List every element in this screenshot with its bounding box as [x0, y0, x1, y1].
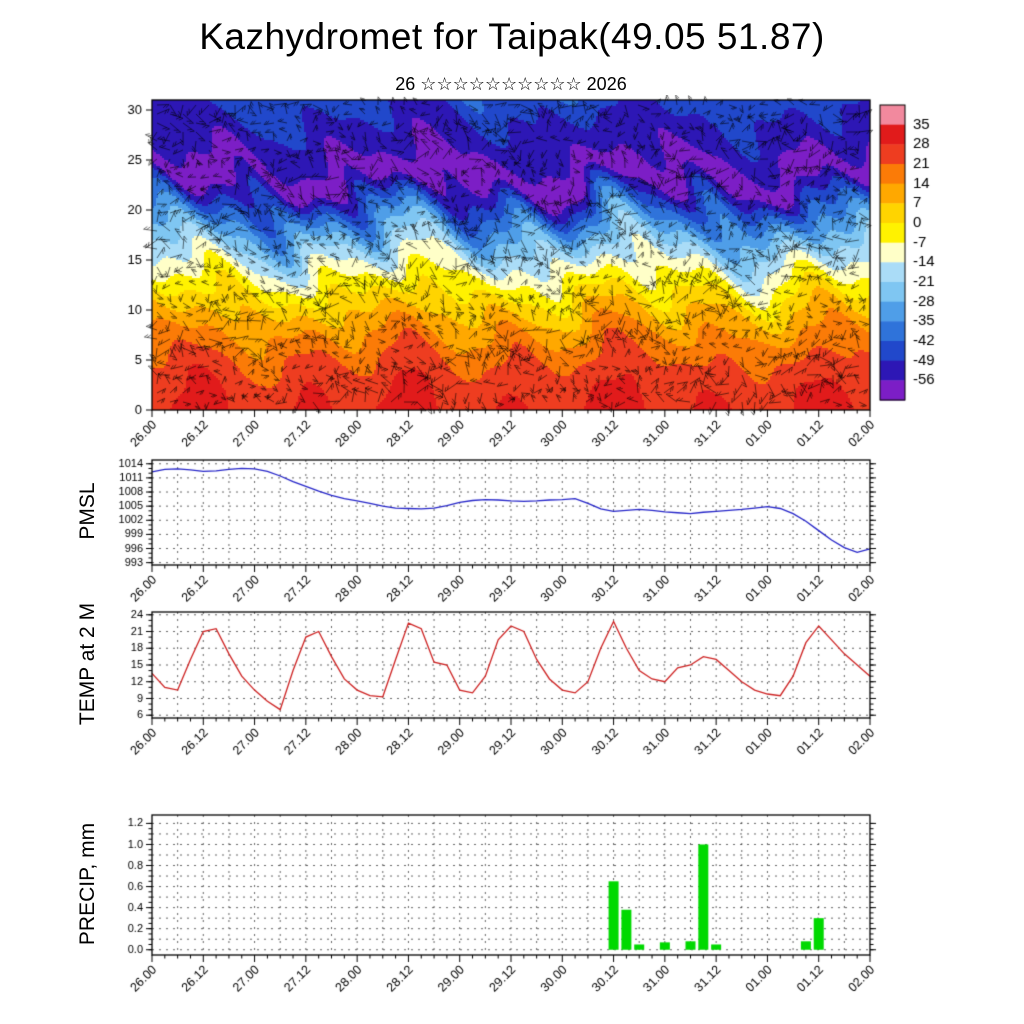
- temp-line-chart-canvas: [110, 605, 910, 765]
- chart-title: Kazhydromet for Taipak(49.05 51.87): [199, 16, 825, 57]
- pmsl-line-chart-canvas: [110, 450, 910, 610]
- chart-subtitle: 26 ☆☆☆☆☆☆☆☆☆☆ 2026: [395, 74, 627, 94]
- cross-section-heatmap-canvas: [110, 95, 970, 455]
- pmsl-axis-label: PMSL: [76, 482, 99, 540]
- temp-axis-label: TEMP at 2 M: [76, 602, 99, 726]
- precip-bar-chart-canvas: [110, 808, 910, 1003]
- precip-axis-label: PRECIP, mm: [76, 822, 99, 946]
